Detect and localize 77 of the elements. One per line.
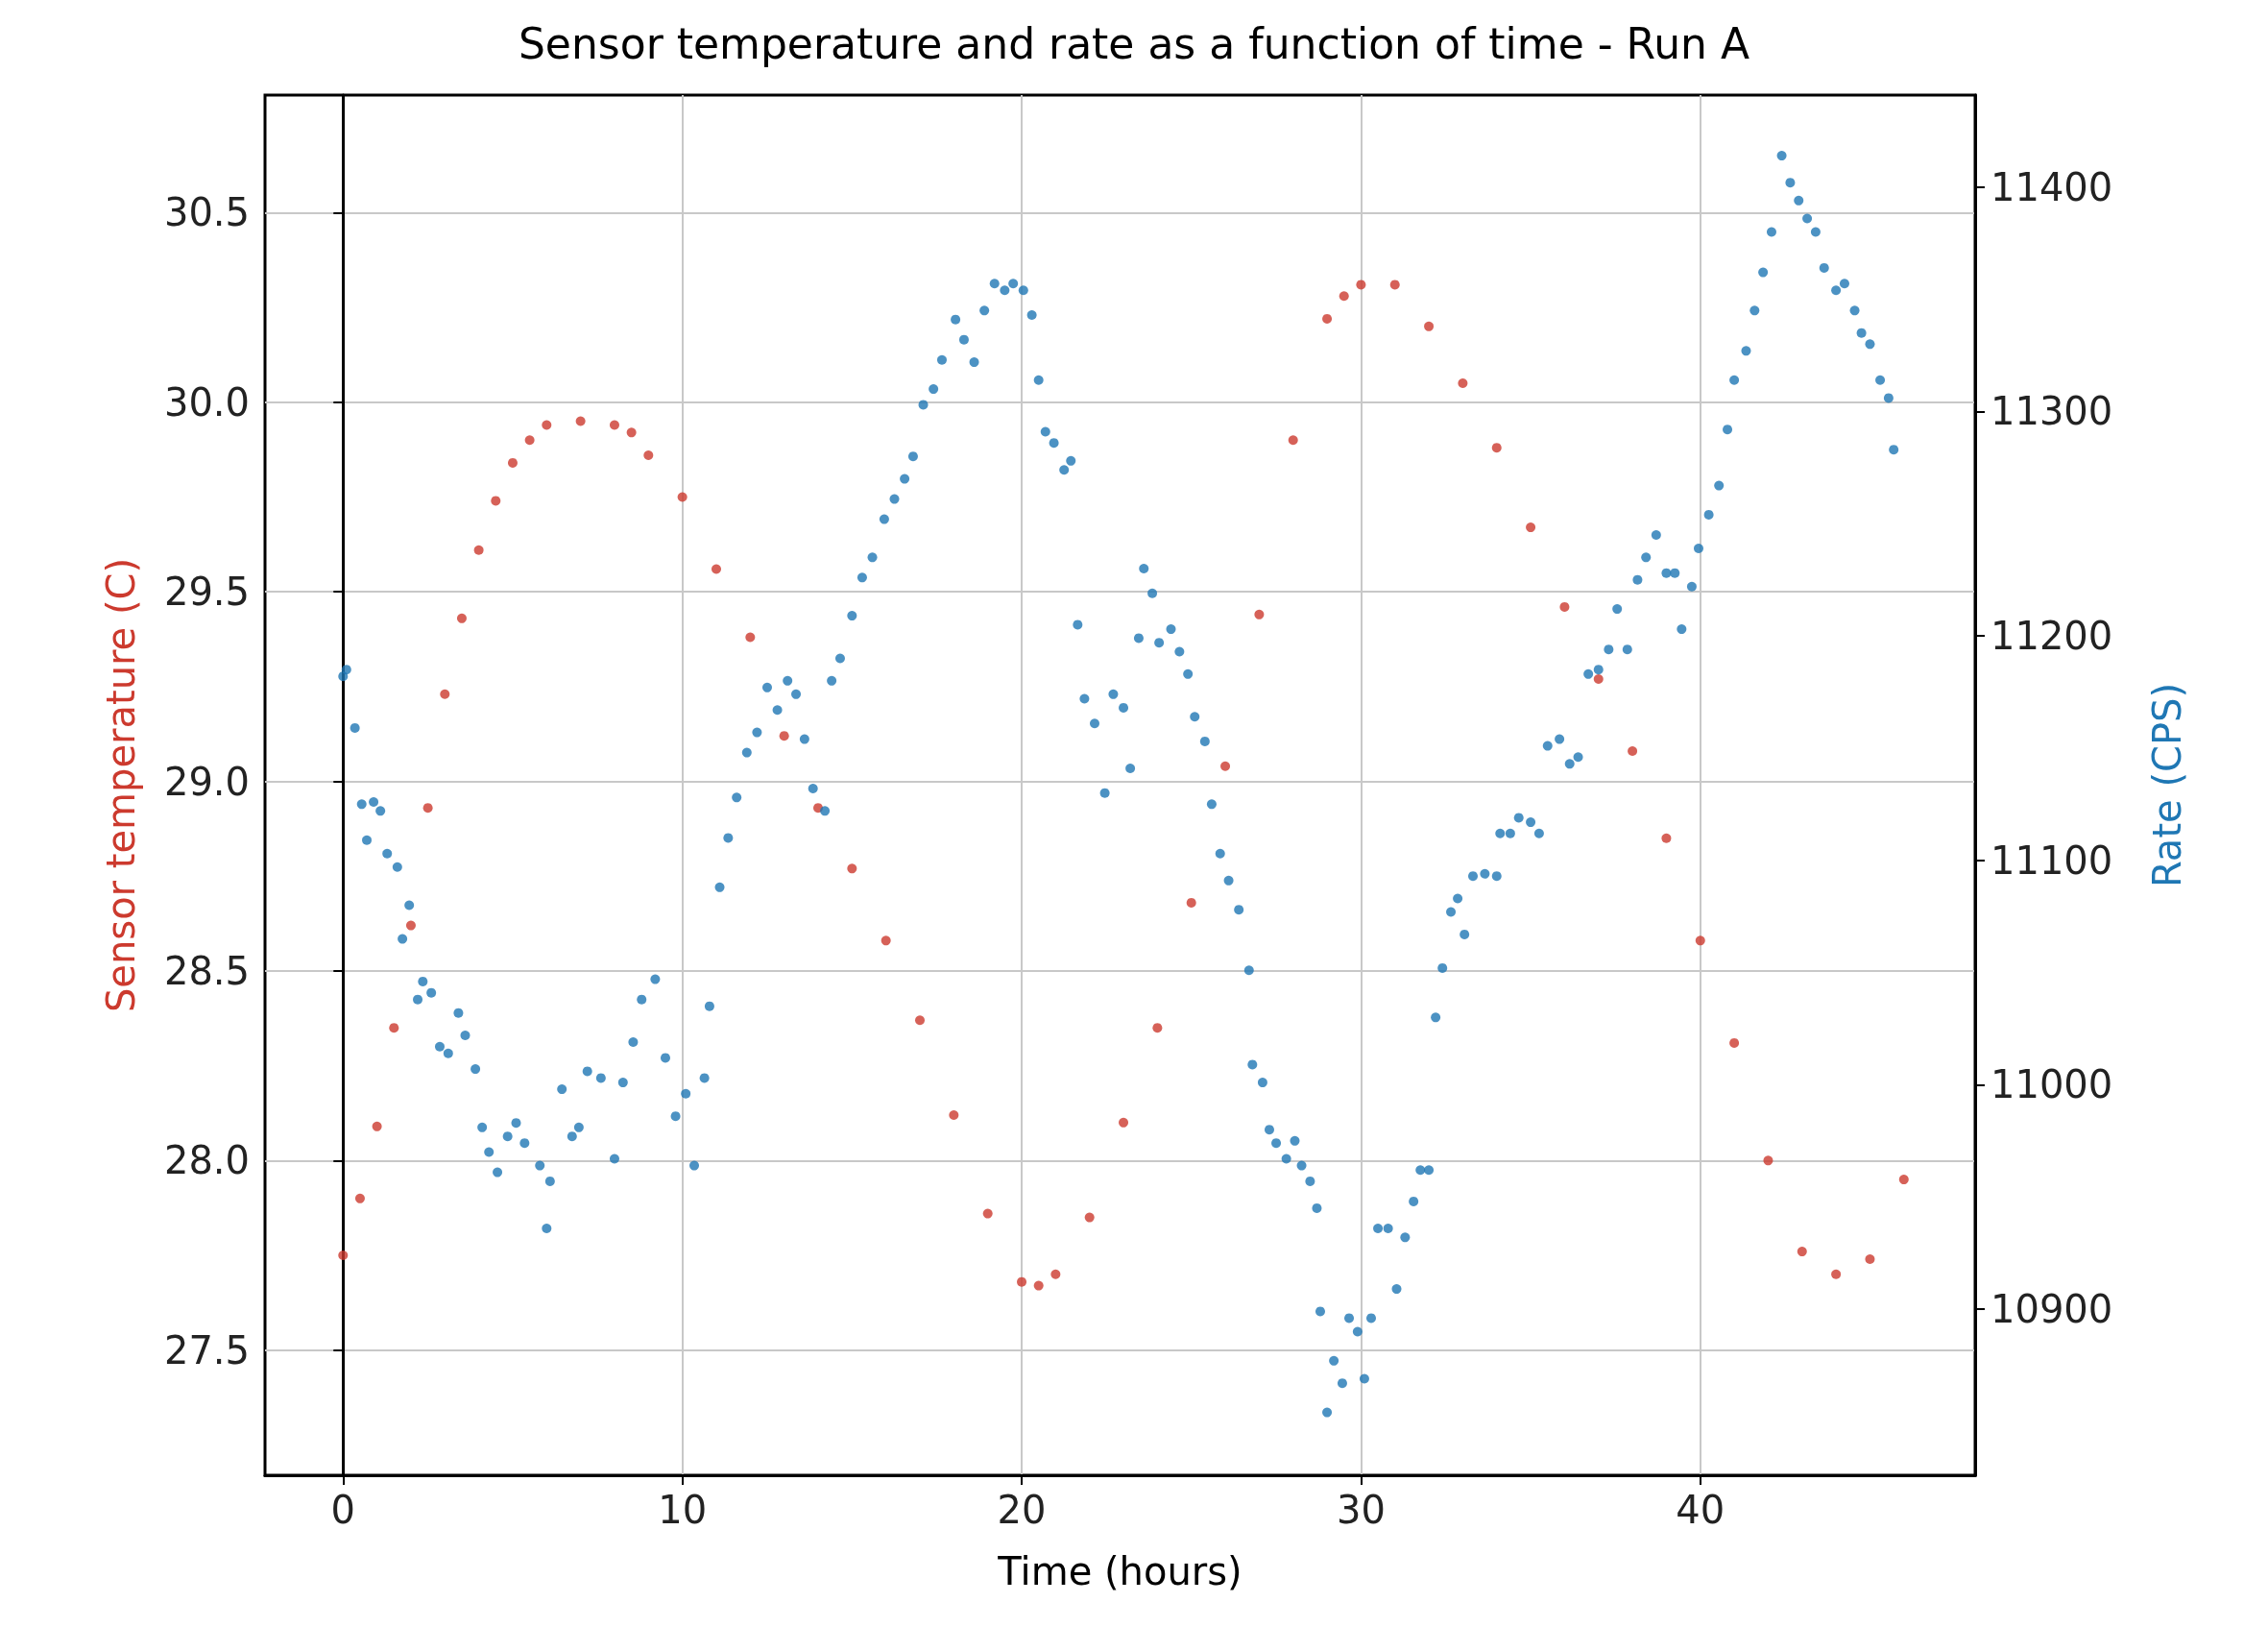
y-tick-label: 30.5 [163,190,250,235]
point [1526,522,1536,533]
point [1491,443,1502,453]
point [1559,601,1570,612]
point [1339,291,1349,302]
point [1254,609,1265,619]
point [643,450,654,461]
point [1865,1253,1875,1264]
x-tick-label: 30 [1336,1488,1386,1532]
point [915,1015,926,1026]
point [1084,1212,1095,1223]
point [1424,321,1435,331]
y-tick-label: 27.5 [163,1327,250,1372]
point [1356,279,1366,290]
point [712,564,721,574]
point [609,420,619,430]
y-tick-label: 28.0 [163,1138,250,1183]
point [949,1109,959,1120]
point [881,935,891,946]
point [1628,745,1638,756]
point [677,492,688,502]
y-tick-label: 29.5 [163,570,250,615]
point [1033,1280,1044,1291]
y2-tick-label: 11400 [1991,164,2113,209]
point [1389,279,1400,290]
point [1458,378,1468,389]
y-tick-label: 29.0 [163,759,250,804]
x-tick-label: 20 [997,1488,1047,1532]
point [491,496,501,506]
point [982,1208,993,1219]
x-tick-label: 40 [1676,1488,1725,1532]
point [1220,761,1231,771]
point [507,457,518,468]
point [626,427,637,438]
point [745,632,756,643]
y2-tick-label: 11100 [1991,838,2113,883]
point [1797,1247,1807,1257]
point [1729,1037,1740,1048]
point [779,731,789,741]
point [405,920,416,931]
point [422,803,433,814]
point [542,420,552,430]
point [1186,897,1196,908]
point [1017,1276,1027,1287]
chart-title: Sensor temperature and rate as a function of time - Run A [518,18,1750,68]
y2-tick-label: 11000 [1991,1062,2113,1107]
x-axis-title: Time (hours) [997,1549,1243,1593]
x-tick-label: 10 [658,1488,708,1532]
point [1661,833,1672,843]
y-tick-label: 30.0 [163,379,250,425]
point [456,613,467,623]
y2-tick-label: 11200 [1991,614,2113,659]
point [1763,1155,1773,1166]
x-tick-label: 0 [330,1488,355,1532]
point [1288,435,1298,446]
point [372,1121,382,1131]
point [1593,673,1604,684]
point [473,545,484,555]
y-tick-label: 28.5 [163,948,250,993]
point [524,435,535,446]
point [1119,1117,1129,1128]
point [1322,313,1333,324]
point [1695,935,1705,946]
point [1898,1175,1909,1185]
point [338,1251,349,1261]
y2-axis-title: Rate (CPS) [2145,682,2189,888]
y2-tick-label: 11300 [1991,389,2113,434]
point [440,689,450,699]
point [1152,1023,1163,1033]
point [575,416,586,426]
point [847,863,857,874]
y2-tick-label: 10900 [1991,1287,2113,1332]
point [1050,1269,1061,1279]
y-axis-title: Sensor temperature (C) [99,557,143,1013]
point [1831,1269,1842,1279]
point [389,1023,399,1033]
point [354,1193,365,1203]
